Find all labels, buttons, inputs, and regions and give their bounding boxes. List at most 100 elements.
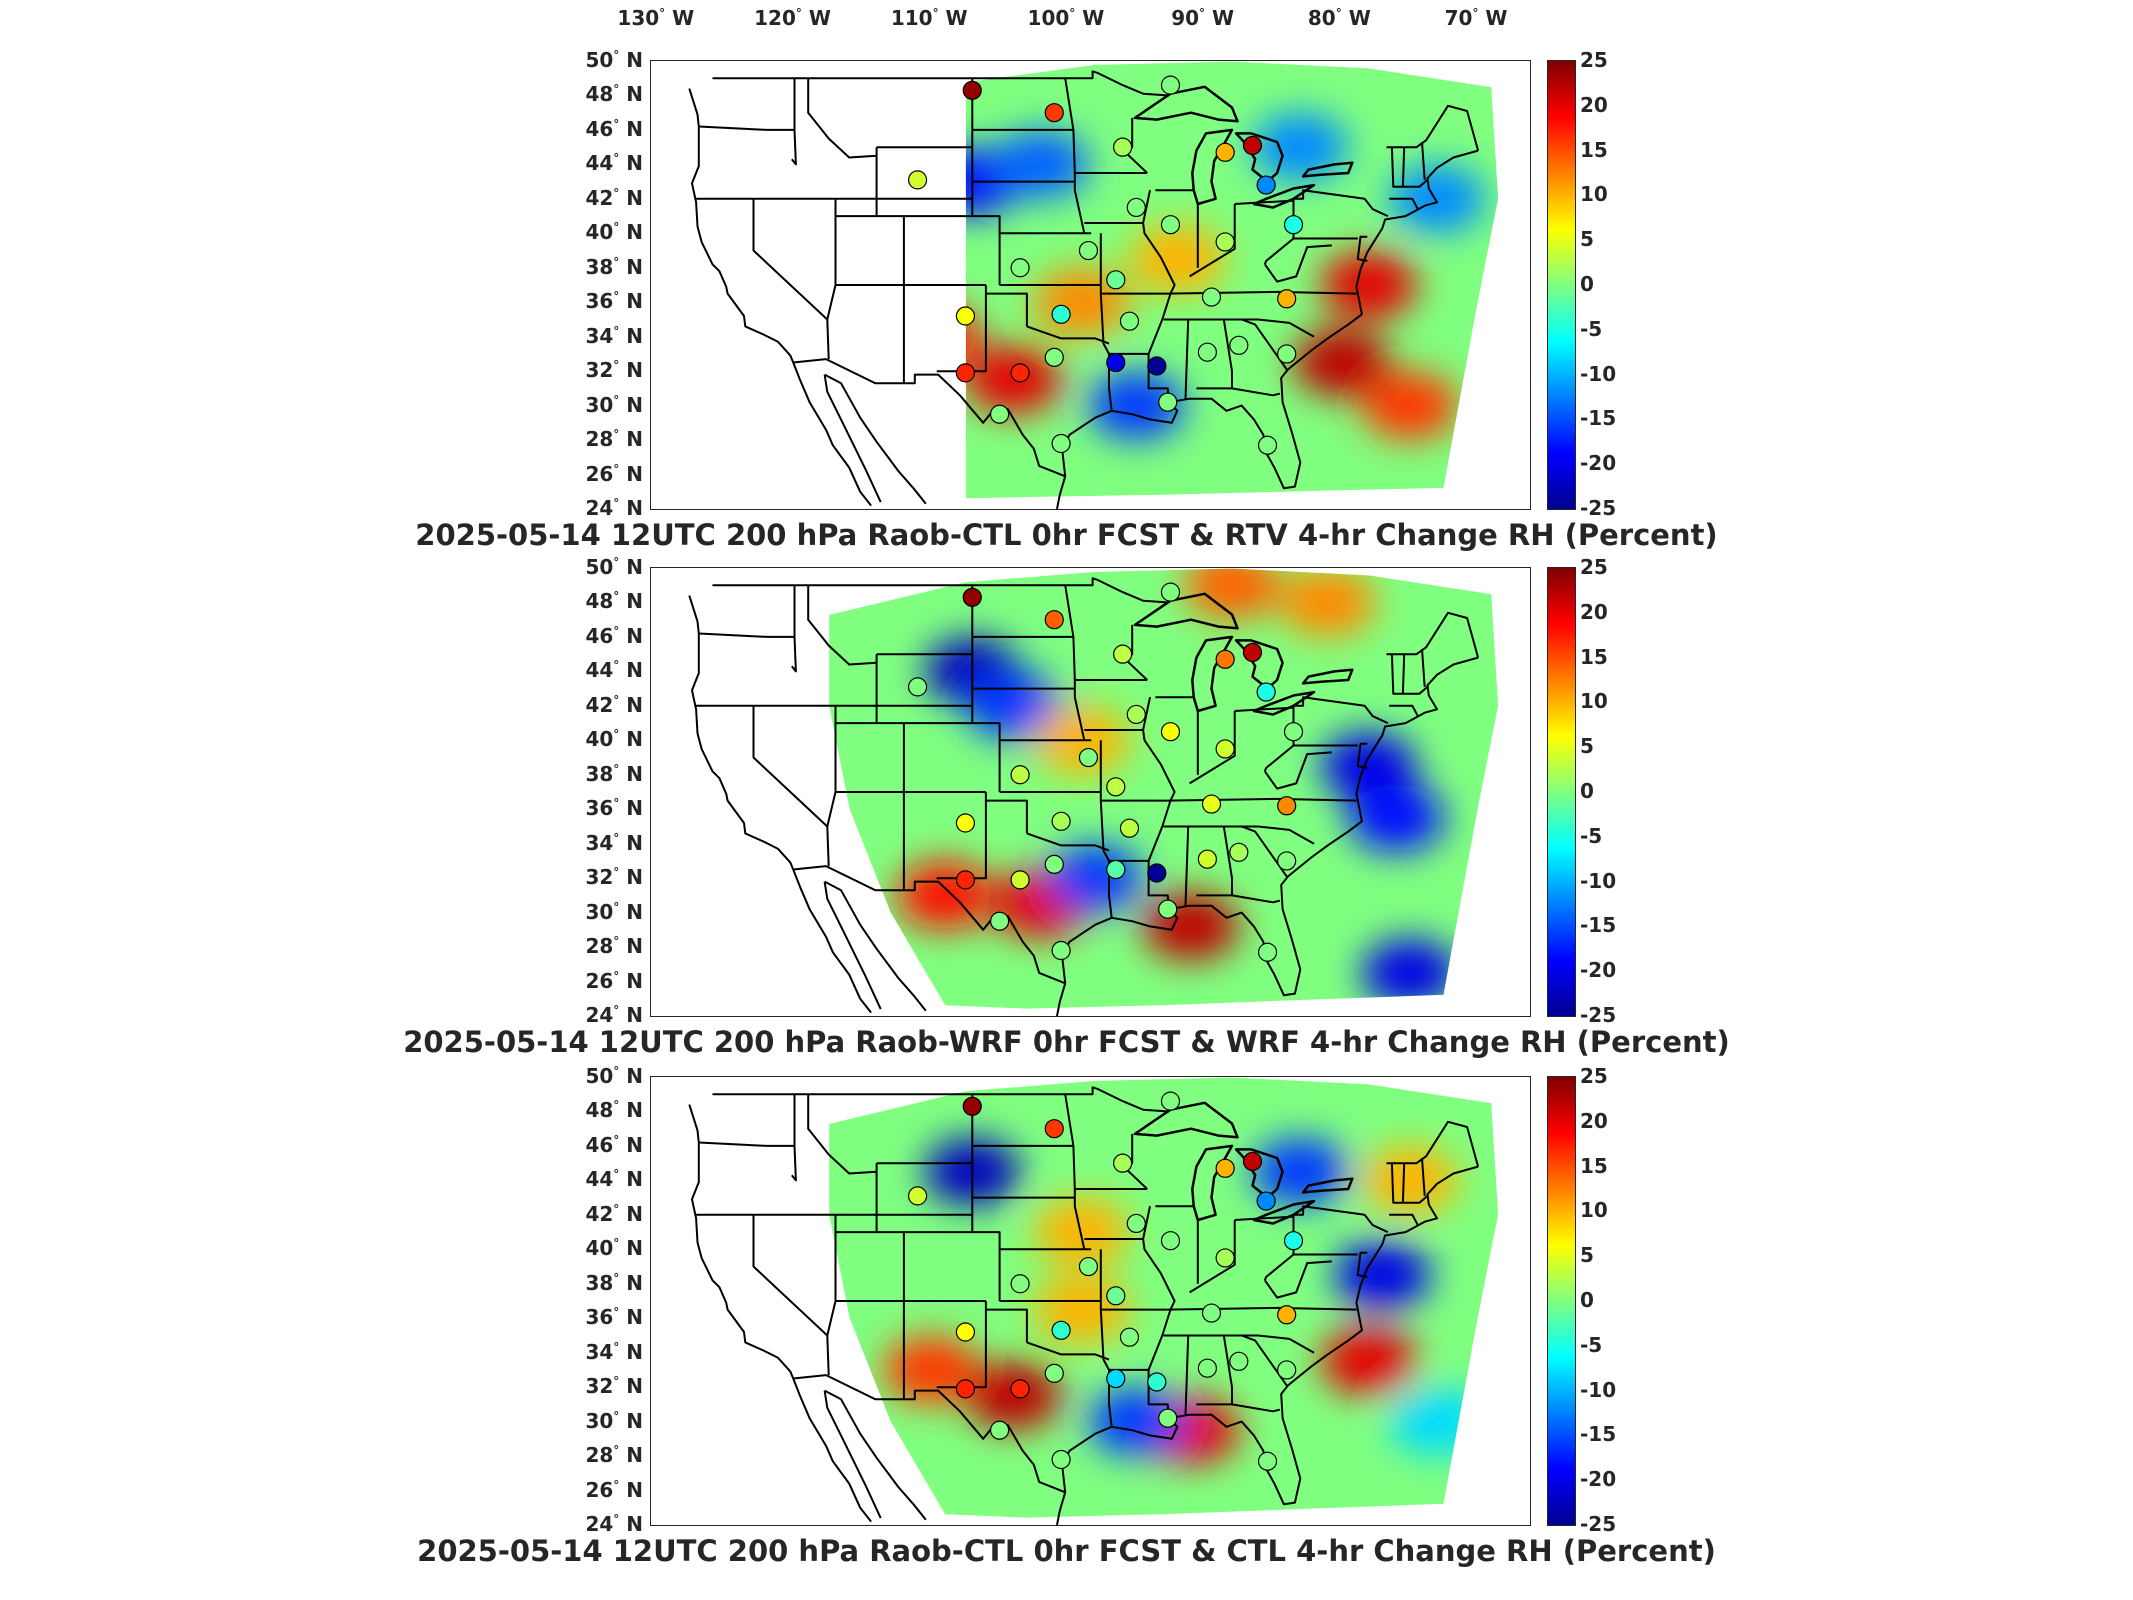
raob-station-marker [1277,1305,1297,1325]
raob-station-marker [1283,215,1304,235]
raob-station-marker [962,80,982,100]
colorbar-tick-label: -25 [1580,496,1617,520]
great-lake-outline [1133,85,1239,123]
latitude-label: 50° N [585,1064,643,1088]
raob-station-marker [1044,854,1064,874]
rh-change-field [828,1077,1499,1519]
great-lake-outline [1301,161,1354,178]
colorbar-tick-label: 5 [1580,1243,1594,1268]
colorbar-tick-label: 10 [1580,689,1608,714]
raob-station-marker [1256,682,1276,702]
field-hotspot [1320,1327,1417,1396]
colorbar-tick-label: -10 [1580,1377,1617,1402]
latitude-label: 24° N [585,1512,643,1536]
panel-title: 2025-05-14 12UTC 200 hPa Raob-CTL 0hr FC… [417,1534,1716,1568]
raob-station-marker [1078,747,1099,768]
raob-station-marker [1229,1351,1249,1371]
raob-station-marker [1160,1231,1181,1251]
longitude-label: 130° W [617,6,695,30]
raob-station-marker [1256,1191,1276,1211]
great-lake-outline [1191,635,1234,713]
raob-station-marker [1051,304,1071,324]
latitude-label: 34° N [585,1339,643,1364]
raob-station-marker [1201,794,1222,814]
raob-station-marker [1010,870,1030,890]
field-hotspot [1252,113,1349,182]
colorbar-tick-label: 25 [1580,1064,1608,1088]
raob-station-marker [1010,258,1030,278]
raob-station-marker [1215,649,1235,669]
raob-station-marker [1257,1451,1278,1471]
field-hotspot [1279,568,1376,637]
raob-station-marker [1277,289,1297,309]
raob-station-marker [1147,356,1167,376]
colorbar-tick-label: 25 [1580,555,1608,579]
raob-station-marker [1257,435,1278,455]
panel-title: 2025-05-14 12UTC 200 hPa Raob-WRF 0hr FC… [403,1025,1730,1059]
latitude-label: 42° N [585,185,643,210]
raob-station-marker [1106,777,1126,797]
raob-station-marker [1277,851,1297,871]
field-hotspot [1320,251,1417,319]
latitude-label: 26° N [585,968,643,993]
colorbar-tick-label: 5 [1580,734,1594,759]
latitude-label: 32° N [585,1374,643,1399]
longitude-label: 70° W [1444,6,1508,30]
raob-station-marker [1010,1274,1030,1294]
raob-station-marker [1283,722,1304,742]
latitude-label: 46° N [585,116,643,141]
longitude-label: 120° W [754,6,831,30]
colorbar-tick-label: 10 [1580,1198,1608,1223]
raob-station-marker [1119,1327,1140,1347]
raob-station-marker [1126,197,1146,218]
raob-station-marker [1158,899,1178,919]
latitude-label: 38° N [585,761,643,786]
colorbar-tick-label: 15 [1580,137,1608,162]
colorbar-tick-label: -15 [1580,406,1617,431]
field-hotspot [1033,1198,1130,1267]
latitude-label: 38° N [585,1270,643,1295]
raob-station-marker [1197,849,1217,869]
raob-station-marker [1242,642,1263,663]
great-lake-outline [1133,1101,1239,1139]
raob-station-marker [989,404,1010,424]
raob-station-marker [1106,1286,1126,1306]
raob-station-marker [907,1186,928,1206]
raob-station-marker [1160,1091,1181,1111]
colorbar-tick-label: 10 [1580,182,1608,207]
raob-station-marker [1160,75,1181,95]
raob-station-marker [1215,232,1235,252]
latitude-label: 40° N [585,220,643,245]
field-hotspot [1389,164,1486,233]
state-and-coast-lines [688,70,1480,509]
colorbar-tick-label: -5 [1580,1332,1603,1357]
raob-station-marker [1242,1151,1263,1172]
field-hotspot [1142,892,1239,961]
raob-station-marker [1051,811,1071,831]
raob-station-marker [907,170,928,190]
raob-station-marker [962,587,982,607]
raob-station-marker [1106,1368,1126,1389]
raob-station-marker [955,363,976,383]
domain-outline [828,568,1500,1010]
latitude-label: 40° N [585,1236,643,1261]
latitude-label: 48° N [585,1098,643,1123]
great-lake-outline [1252,183,1316,209]
great-lake-outline [1301,1177,1354,1194]
raob-station-marker [1051,940,1071,961]
raob-station-marker [1283,1231,1304,1251]
latitude-label: 50° N [585,555,643,579]
raob-station-marker [1113,644,1133,664]
latitude-label: 40° N [585,727,643,752]
great-lake-outline [1191,128,1234,206]
domain-outline [964,61,1500,500]
longitude-label: 90° W [1171,6,1235,30]
colorbar-tick-label: 0 [1580,779,1594,803]
map-frame [650,1076,1531,1526]
raob-station-marker [1277,1360,1297,1380]
latitude-label: 28° N [585,1443,643,1468]
raob-station-marker [1277,796,1297,816]
longitude-label: 100° W [1027,6,1105,30]
latitude-label: 44° N [585,658,643,683]
map-svg [688,568,1500,1016]
